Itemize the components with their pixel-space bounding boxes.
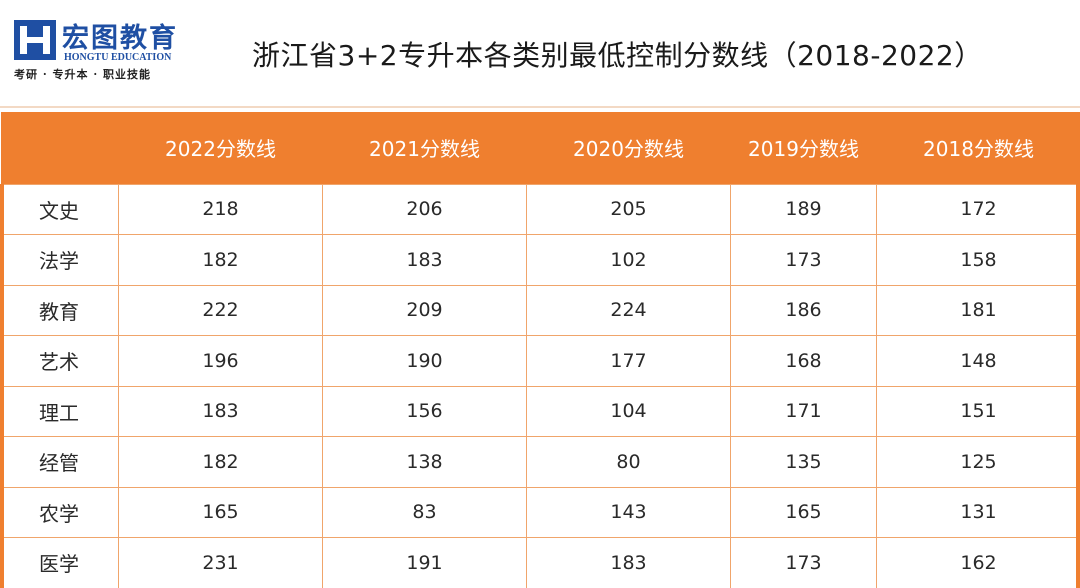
score-cell: 80 [526,436,731,488]
score-cell: 173 [730,537,877,588]
score-cell: 156 [322,385,527,437]
score-cell: 168 [730,335,877,387]
score-cell: 189 [730,183,877,235]
score-cell: 209 [322,284,527,336]
score-cell: 138 [322,436,527,488]
header-cell-year: 2022分数线 [165,137,276,162]
score-cell: 104 [526,385,731,437]
score-table: 2022分数线 2021分数线 2020分数线 2019分数线 2018分数线 文史 21… [0,112,1080,588]
score-cell: 196 [118,335,323,387]
table-left-border [0,184,4,588]
logo: 宏图教育 HONGTU EDUCATION 考研 · 专升本 · 职业技能 [14,12,204,81]
hongtu-logo-icon [14,20,56,60]
score-cell: 222 [118,284,323,336]
table-row: 经管 182 138 80 135 125 [0,436,1080,488]
score-cell: 162 [876,537,1080,588]
score-cell: 218 [118,183,323,235]
category-cell: 艺术 [0,335,119,387]
logo-english-name: HONGTU EDUCATION [64,52,172,63]
header-divider [0,106,1080,108]
table-row: 艺术 196 190 177 168 148 [0,335,1080,387]
score-cell: 165 [118,486,323,538]
score-cell: 148 [876,335,1080,387]
table-row: 文史 218 206 205 189 172 [0,183,1080,235]
header-cell-year: 2021分数线 [369,137,480,162]
category-cell: 医学 [0,537,119,588]
score-cell: 102 [526,234,731,286]
score-cell: 173 [730,234,877,286]
table-row: 法学 182 183 102 173 158 [0,234,1080,286]
table-row: 理工 183 156 104 171 151 [0,385,1080,437]
category-cell: 理工 [0,385,119,437]
score-cell: 165 [730,486,877,538]
table-row: 农学 165 83 143 165 131 [0,486,1080,538]
logo-slogan: 考研 · 专升本 · 职业技能 [14,68,151,81]
score-cell: 183 [526,537,731,588]
score-cell: 171 [730,385,877,437]
score-cell: 125 [876,436,1080,488]
score-table-wrap: 2022分数线 2021分数线 2020分数线 2019分数线 2018分数线 文史 21… [0,112,1080,588]
logo-name: 宏图教育 [62,23,178,54]
score-cell: 131 [876,486,1080,538]
score-cell: 151 [876,385,1080,437]
score-cell: 177 [526,335,731,387]
category-cell: 法学 [0,234,119,286]
score-cell: 172 [876,183,1080,235]
score-cell: 83 [322,486,527,538]
header-cell-year: 2020分数线 [573,137,684,162]
table-row: 教育 222 209 224 186 181 [0,284,1080,336]
score-cell: 183 [118,385,323,437]
score-cell: 224 [526,284,731,336]
score-cell: 231 [118,537,323,588]
score-cell: 181 [876,284,1080,336]
table-header-row: 2022分数线 2021分数线 2020分数线 2019分数线 2018分数线 [0,112,1080,184]
score-cell: 183 [322,234,527,286]
score-cell: 182 [118,234,323,286]
score-cell: 135 [730,436,877,488]
score-cell: 191 [322,537,527,588]
header-cell-year: 2018分数线 [923,137,1034,162]
table-right-border [1076,184,1080,588]
score-cell: 205 [526,183,731,235]
header-cell-year: 2019分数线 [748,137,859,162]
score-cell: 186 [730,284,877,336]
category-cell: 文史 [0,183,119,235]
score-cell: 158 [876,234,1080,286]
score-cell: 206 [322,183,527,235]
score-cell: 182 [118,436,323,488]
header: 宏图教育 HONGTU EDUCATION 考研 · 专升本 · 职业技能 浙江… [0,0,1080,108]
score-cell: 190 [322,335,527,387]
score-cell: 143 [526,486,731,538]
page-title: 浙江省3+2专升本各类别最低控制分数线（2018-2022） [252,39,983,72]
table-row: 医学 231 191 183 173 162 [0,537,1080,588]
header-cell-category [1,112,119,184]
category-cell: 农学 [0,486,119,538]
category-cell: 经管 [0,436,119,488]
category-cell: 教育 [0,284,119,336]
